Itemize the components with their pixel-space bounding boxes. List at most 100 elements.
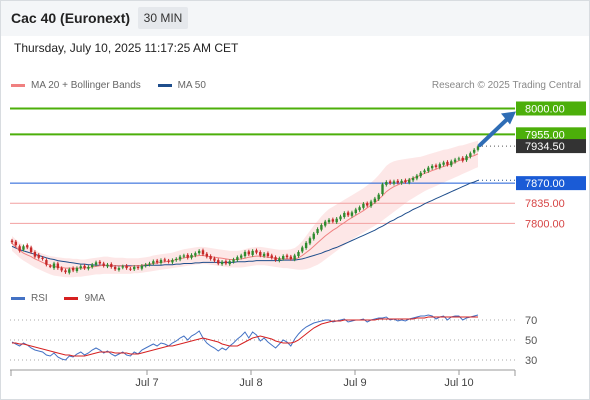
legend-rsi-ma-label: 9MA [84, 293, 106, 304]
projection-arrow-shaft [478, 114, 512, 148]
header-bar: Cac 40 (Euronext) 30 MIN [0, 0, 590, 36]
candle-body [327, 219, 331, 223]
legend-ma20-swatch [11, 83, 25, 87]
candle-body [461, 157, 464, 161]
candle-body [427, 167, 430, 172]
candle-body [205, 253, 209, 257]
candle-body [404, 180, 407, 182]
candle-body [434, 165, 438, 168]
level-label-7955.00-bg [516, 127, 586, 142]
candle-body [346, 212, 350, 216]
x-tick-label: Jul 9 [343, 377, 366, 389]
candle-body [140, 265, 144, 269]
legend-rsi-swatch [11, 296, 25, 300]
last-price-label: 7934.50 [525, 141, 565, 153]
candle-body [113, 266, 117, 270]
candle-body [79, 266, 82, 269]
candle-body [304, 242, 308, 249]
candle-body [324, 221, 327, 226]
candle-body [186, 254, 189, 258]
candle-body [270, 255, 273, 258]
candle-body [167, 260, 170, 262]
candle-body [343, 212, 346, 218]
candle-body [289, 256, 293, 259]
candle-body [301, 247, 304, 252]
candle-body [144, 264, 147, 266]
candle-body [236, 257, 239, 261]
candle-body [419, 172, 422, 177]
candle-body [358, 207, 361, 211]
candle-body [94, 262, 98, 265]
candle-body [37, 254, 40, 258]
candle-body [228, 261, 231, 265]
ma20-line [11, 153, 479, 269]
legend-ma20: MA 20 + Bollinger Bands [11, 80, 141, 91]
candle-body [201, 250, 205, 255]
legend-rsi-ma: 9MA [64, 293, 105, 304]
candle-body [87, 266, 90, 269]
candle-body [75, 268, 79, 271]
candle-body [45, 260, 48, 265]
candle-body [148, 263, 151, 265]
legend-rsi: RSI [11, 293, 48, 304]
legend-ma50-swatch [157, 83, 172, 87]
candle-body [457, 158, 461, 160]
candle-body [392, 181, 396, 184]
candle-body [423, 170, 426, 173]
last-price-label-bg [516, 139, 586, 154]
candle-body [450, 161, 453, 166]
candle-body [415, 175, 419, 179]
candle-body [98, 261, 102, 264]
candle-body [232, 259, 235, 262]
candle-body [377, 194, 380, 200]
level-label-7870.00-bg [516, 176, 586, 191]
candle-body [281, 256, 285, 259]
candle-body [354, 209, 357, 213]
candle-body [251, 250, 254, 255]
candle-body [255, 250, 258, 253]
candle-body [339, 216, 342, 220]
candle-body [411, 177, 415, 181]
candle-body [83, 265, 86, 269]
candle-body [209, 256, 212, 259]
ma50-line [11, 179, 479, 267]
x-tick-label: Jul 10 [444, 377, 473, 389]
level-label-7800.00: 7800.00 [525, 218, 565, 230]
candle-body [239, 255, 243, 258]
candle-body [465, 156, 468, 161]
candle-body [48, 265, 52, 267]
candle-body [26, 245, 29, 248]
candle-body [129, 268, 132, 270]
candle-body [381, 184, 384, 195]
candle-body [312, 233, 315, 239]
candle-body [262, 253, 266, 257]
candle-body [33, 252, 37, 257]
candle-body [308, 238, 312, 244]
candle-body [316, 229, 319, 234]
candle-body [247, 251, 251, 255]
timeframe-button[interactable]: 30 MIN [138, 7, 188, 29]
timestamp: Thursday, July 10, 2025 11:17:25 AM CET [14, 41, 239, 55]
level-label-7835.00: 7835.00 [525, 198, 565, 210]
rsi-legend: RSI 9MA [11, 293, 119, 304]
candle-body [293, 255, 296, 260]
candle-body [331, 219, 335, 222]
candle-body [285, 255, 289, 258]
x-tick-label: Jul 7 [135, 377, 158, 389]
candle-body [362, 203, 365, 208]
candle-body [52, 263, 56, 269]
candle-body [155, 260, 159, 263]
rsi-ma-line [12, 316, 478, 357]
candle-body [472, 149, 476, 153]
legend-ma20-label: MA 20 + Bollinger Bands [31, 80, 141, 91]
candle-body [476, 146, 480, 150]
candle-body [335, 218, 338, 223]
rsi-line [11, 314, 479, 361]
rsi-tick-label: 70 [525, 315, 537, 327]
instrument-title: Cac 40 (Euronext) [11, 10, 131, 26]
candle-body [366, 203, 369, 206]
candle-body [133, 266, 136, 270]
price-legend: MA 20 + Bollinger Bands MA 50 [11, 80, 220, 91]
candle-body [396, 180, 399, 183]
